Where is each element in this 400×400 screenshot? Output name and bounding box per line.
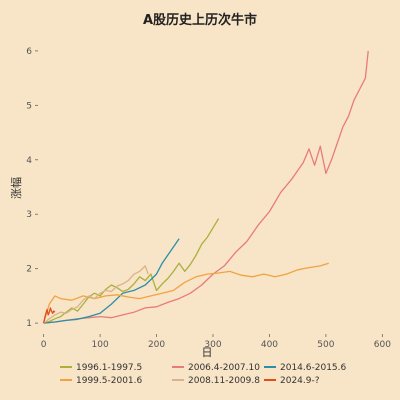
y-tick-label: 5 [26,101,32,111]
x-tick-label: 600 [374,340,391,350]
x-tick-label: 200 [148,340,165,350]
axes: 0 100 200 300 400 500 600 1 2 3 4 5 6 [26,47,391,350]
y-tick-label: 2 [26,265,32,275]
series-line-5 [42,307,56,324]
legend-entry-2: 2014.6-2015.6 [280,363,347,373]
legend-entry-1: 2006.4-2007.10 [188,363,260,373]
series-line-2 [43,238,180,324]
series-line-1 [43,50,369,324]
legend-entry-3: 1999.5-2001.6 [76,376,143,386]
x-tick-label: 0 [41,340,47,350]
x-axis-label: 日 [202,346,213,359]
y-tick-label: 4 [26,156,32,166]
legend-entry-4: 2008.11-2009.8 [188,376,260,386]
legend-entry-0: 1996.1-1997.5 [76,363,142,373]
y-tick-label: 6 [26,47,32,57]
x-tick-label: 400 [261,340,278,350]
y-axis-label: 涨幅 [10,177,23,199]
x-tick-label: 100 [92,340,109,350]
legend-entry-5: 2024.9-? [280,376,320,386]
x-tick-label: 500 [317,340,334,350]
chart-title: A股历史上历次牛市 [143,12,257,28]
series-lines [42,50,369,324]
series-line-4 [43,265,149,324]
y-tick-label: 1 [26,319,32,329]
series-line-0 [43,218,220,324]
series-line-3 [42,262,329,324]
y-tick-label: 3 [26,210,32,220]
legend: 1996.1-1997.5 2006.4-2007.10 2014.6-2015.6… [60,363,347,386]
x-tick-label: 300 [204,340,221,350]
